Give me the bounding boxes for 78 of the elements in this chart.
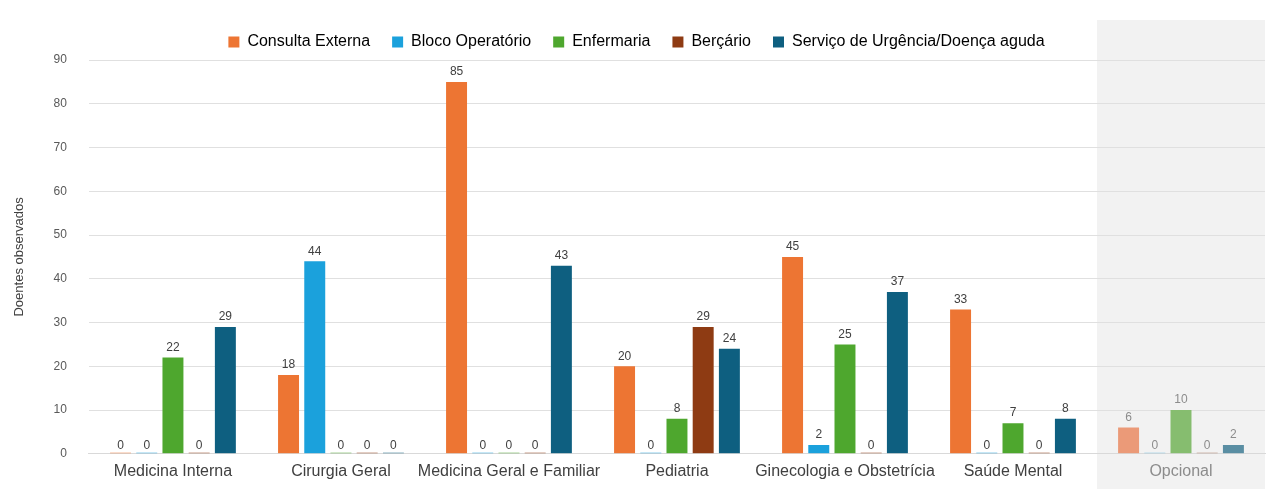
bar [446, 81, 468, 454]
bar [304, 261, 326, 454]
x-tick-label: Ginecologia e Obstetrícia [755, 461, 935, 479]
data-label: 25 [838, 326, 852, 341]
data-label: 29 [696, 309, 711, 324]
bar [1222, 445, 1244, 454]
legend-label: Enfermaria [572, 32, 651, 50]
bar [1002, 423, 1024, 454]
bar [162, 357, 184, 454]
data-label: 37 [890, 274, 905, 289]
y-tick-label: 40 [53, 271, 68, 286]
bar [950, 309, 972, 454]
bar [666, 418, 688, 454]
y-axis-title: Doentes observados [11, 196, 27, 317]
x-tick-label: Medicina Interna [113, 461, 233, 479]
data-label: 43 [554, 247, 569, 262]
data-label: 33 [953, 291, 968, 306]
y-tick-label: 0 [60, 446, 68, 461]
y-tick-label: 20 [53, 358, 68, 373]
data-label: 0 [505, 438, 513, 453]
data-label: 0 [195, 438, 203, 453]
data-label: 29 [218, 309, 233, 324]
bar [808, 445, 830, 454]
bar [782, 256, 804, 454]
data-label: 0 [867, 438, 875, 453]
legend-label: Berçário [691, 32, 752, 50]
data-label: 0 [983, 438, 991, 453]
x-tick-label: Saúde Mental [963, 461, 1063, 479]
legend-label: Consulta Externa [247, 32, 371, 50]
y-tick-label: 70 [53, 139, 68, 154]
data-label: 6 [1125, 409, 1133, 424]
x-tick-label: Pediatria [645, 461, 709, 479]
y-tick-label: 80 [53, 96, 68, 111]
bar [886, 291, 908, 454]
bar [278, 375, 300, 454]
data-label: 0 [143, 438, 151, 453]
data-label: 7 [1009, 405, 1017, 420]
bar [1054, 418, 1076, 454]
y-tick-label: 30 [53, 314, 68, 329]
bar [550, 265, 572, 454]
data-label: 0 [363, 438, 371, 453]
data-label: 24 [722, 331, 737, 346]
data-label: 2 [1230, 427, 1238, 442]
bar [718, 348, 740, 454]
bar [214, 326, 236, 454]
legend-label: Serviço de Urgência/Doença aguda [792, 32, 1045, 50]
y-tick-label: 10 [53, 402, 68, 417]
x-tick-label: Cirurgia Geral [291, 461, 391, 479]
y-tick-label: 90 [53, 52, 68, 67]
data-label: 0 [479, 438, 487, 453]
data-label: 0 [647, 438, 655, 453]
data-label: 0 [1203, 438, 1211, 453]
data-label: 2 [815, 427, 823, 442]
bar [834, 344, 856, 454]
y-tick-label: 60 [53, 183, 68, 198]
data-label: 0 [531, 438, 539, 453]
y-tick-label: 50 [53, 227, 68, 242]
data-label: 22 [166, 339, 180, 354]
data-label: 45 [785, 239, 800, 254]
data-label: 20 [617, 348, 632, 363]
legend-label: Bloco Operatório [411, 32, 532, 50]
data-label: 10 [1174, 392, 1188, 407]
data-label: 18 [281, 357, 296, 372]
bar [614, 366, 636, 454]
data-label: 8 [673, 401, 681, 416]
data-label: 8 [1062, 401, 1070, 416]
data-label: 0 [337, 438, 345, 453]
data-label: 0 [117, 438, 125, 453]
x-tick-label: Opcional [1149, 461, 1213, 479]
x-tick-label: Medicina Geral e Familiar [417, 461, 601, 479]
bar [692, 326, 714, 454]
data-label: 44 [308, 243, 322, 258]
bar [1118, 427, 1140, 454]
data-label: 85 [449, 64, 464, 79]
data-label: 0 [1035, 438, 1043, 453]
data-label: 0 [1151, 438, 1159, 453]
data-label: 0 [390, 438, 398, 453]
bar [1170, 410, 1192, 454]
